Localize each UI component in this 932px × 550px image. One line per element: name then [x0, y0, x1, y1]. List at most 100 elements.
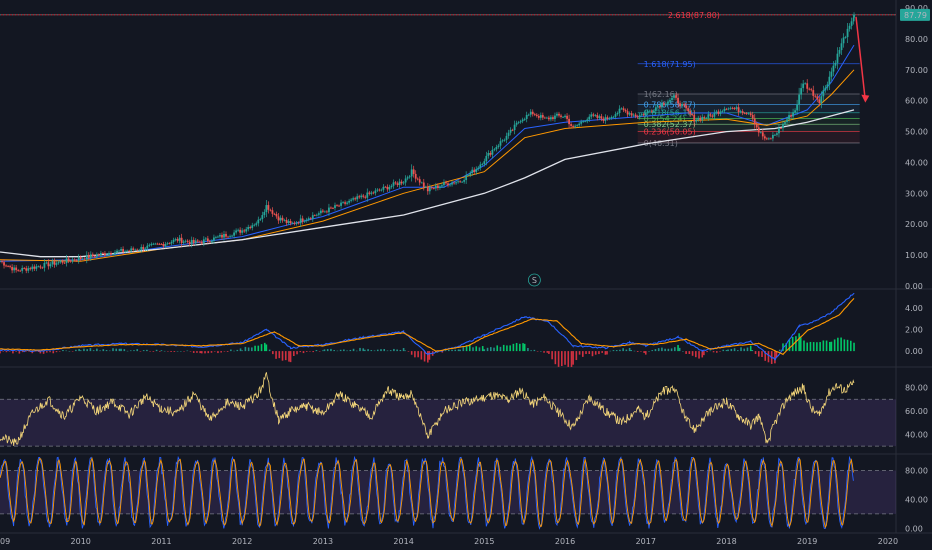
- candle-body: [810, 89, 813, 91]
- macd-histogram-bar: [244, 346, 247, 352]
- price-y-tick: 60.00: [905, 97, 928, 106]
- macd-histogram-bar: [609, 350, 612, 352]
- candle-body: [384, 186, 387, 188]
- candle-body: [378, 189, 381, 191]
- candle-body: [206, 238, 209, 242]
- macd-histogram-bar: [99, 350, 101, 352]
- macd-histogram-bar: [15, 351, 17, 352]
- candle-body: [138, 249, 141, 251]
- macd-histogram-bar: [12, 351, 14, 354]
- candle-body: [208, 241, 211, 243]
- candle-body: [412, 169, 415, 174]
- candle-body: [703, 117, 706, 118]
- candle-body: [319, 210, 322, 214]
- candle-body: [51, 261, 54, 265]
- candle-body: [794, 110, 796, 113]
- last-price-label: 87.79: [904, 11, 927, 20]
- candle-body: [739, 111, 742, 112]
- macd-histogram-bar: [180, 351, 182, 352]
- candle-body: [87, 254, 90, 258]
- macd-histogram-bar: [108, 350, 111, 352]
- candle-body: [548, 117, 550, 120]
- candle-body: [418, 179, 421, 183]
- stoch-k-line: [0, 455, 854, 530]
- fib-level-label: 0.618(56.10): [644, 109, 696, 118]
- candle-body: [499, 141, 502, 146]
- candle-body: [713, 112, 716, 117]
- macd-histogram-bar: [86, 349, 88, 352]
- macd-histogram-bar: [399, 349, 402, 352]
- candle-body: [610, 116, 613, 119]
- candle-body: [834, 62, 837, 66]
- candle-body: [156, 243, 159, 245]
- macd-histogram-bar: [352, 348, 355, 352]
- candle-body: [517, 122, 520, 124]
- macd-histogram-bar: [846, 339, 849, 352]
- macd-histogram-bar: [146, 349, 148, 352]
- macd-histogram-bar: [189, 351, 192, 352]
- candle-body: [763, 136, 766, 139]
- macd-histogram-bar: [459, 349, 461, 352]
- candle-body: [616, 113, 619, 115]
- candle-body: [192, 239, 195, 243]
- candle-body: [37, 266, 40, 268]
- macd-histogram-bar: [594, 351, 597, 355]
- macd-histogram-bar: [648, 351, 650, 352]
- macd-histogram-bar: [749, 345, 752, 352]
- candle-body: [93, 256, 96, 257]
- candle-body: [283, 219, 286, 221]
- macd-histogram-bar: [778, 349, 781, 352]
- candle-body: [628, 113, 631, 115]
- candle-body: [471, 169, 474, 173]
- candle-body: [733, 108, 736, 110]
- candle-body: [432, 188, 435, 190]
- candle-body: [404, 178, 407, 183]
- candle-body: [41, 267, 44, 269]
- macd-histogram-bar: [719, 351, 721, 352]
- macd-histogram-bar: [309, 351, 311, 352]
- macd-histogram-bar: [251, 347, 253, 352]
- candle-body: [255, 223, 258, 225]
- candle-body: [786, 119, 788, 123]
- macd-histogram-bar: [706, 351, 708, 353]
- candle-body: [784, 122, 786, 124]
- macd-histogram-bar: [795, 336, 797, 352]
- macd-histogram-bar: [75, 349, 77, 352]
- x-tick-label: 2017: [636, 537, 656, 546]
- candle-body: [259, 219, 262, 220]
- price-y-tick: 80.00: [905, 35, 928, 44]
- candle-body: [846, 28, 849, 38]
- macd-histogram-bar: [475, 346, 478, 352]
- candle-body: [130, 248, 133, 251]
- macd-histogram-bar: [278, 351, 281, 359]
- candle-body: [515, 122, 518, 125]
- candle-body: [691, 114, 694, 116]
- candle-body: [33, 266, 36, 269]
- candle-body: [348, 200, 351, 203]
- candle-body: [200, 241, 203, 244]
- macd-histogram-bar: [349, 349, 352, 352]
- price-y-tick: 10.00: [905, 251, 928, 260]
- candle-body: [689, 111, 692, 115]
- macd-histogram-bar: [527, 347, 529, 352]
- candle-body: [707, 114, 710, 118]
- macd-histogram-bar: [698, 351, 700, 359]
- candle-body: [699, 117, 702, 121]
- candle-body: [313, 215, 316, 217]
- x-tick-label: 2019: [797, 537, 817, 546]
- candle-body: [558, 113, 560, 116]
- candle-body: [497, 145, 500, 147]
- macd-histogram-bar: [96, 348, 98, 352]
- candle-body: [324, 211, 326, 213]
- candle-body: [134, 249, 137, 251]
- candle-body: [81, 258, 84, 260]
- candle-body: [198, 241, 201, 243]
- macd-histogram-bar: [757, 351, 760, 357]
- candle-body: [263, 212, 266, 216]
- candle-body: [215, 236, 217, 238]
- candle-body: [332, 207, 334, 209]
- price-y-tick: 90.00: [905, 4, 928, 13]
- candle-body: [580, 121, 583, 124]
- rsi-y-tick: 40.00: [905, 430, 928, 439]
